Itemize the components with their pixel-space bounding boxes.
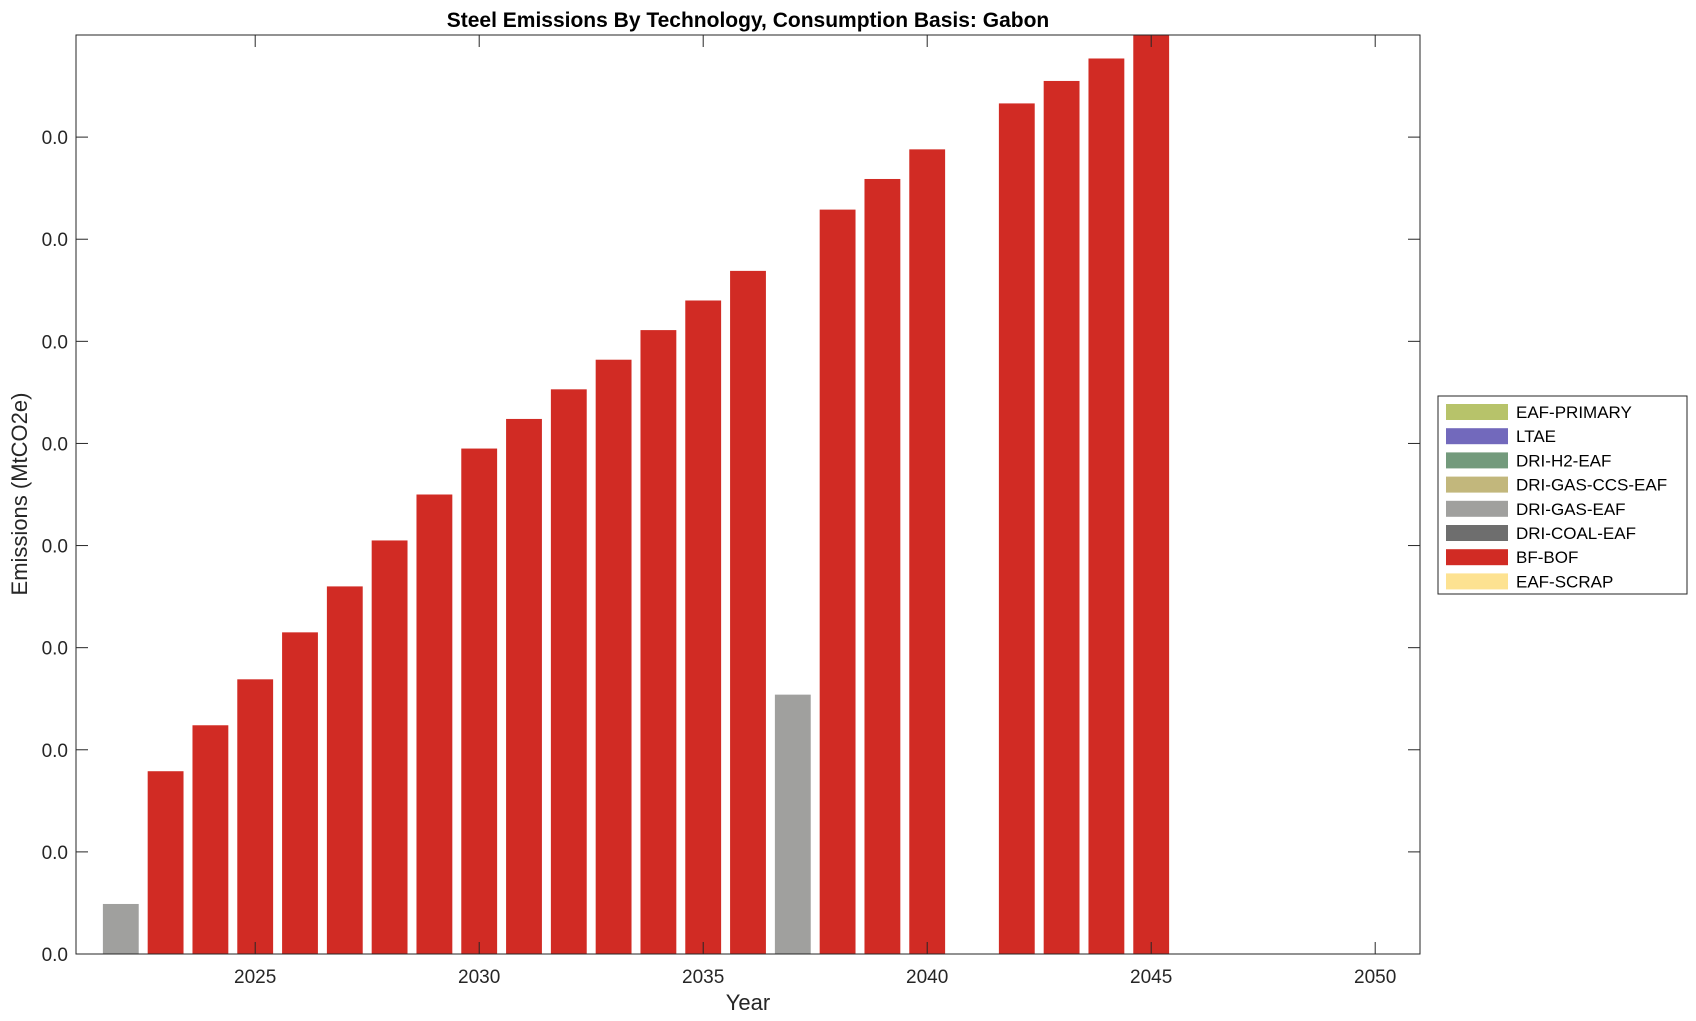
bar-bf-bof-2042	[998, 103, 1035, 954]
bar-dri-gas-eaf-2037	[774, 694, 811, 954]
x-tick-label: 2045	[1130, 967, 1172, 988]
legend-label-dri-coal-eaf: DRI-COAL-EAF	[1516, 524, 1636, 543]
bar-bf-bof-2032	[550, 389, 587, 955]
legend: EAF-PRIMARY LTAE DRI-H2-EAF DRI-GAS-CCS-EAF…	[1437, 395, 1688, 595]
bar-bf-bof-2029	[416, 494, 453, 954]
y-tick-label: 0.0	[42, 843, 68, 864]
legend-label-ltae: LTAE	[1516, 427, 1556, 446]
legend-label-bf-bof: BF-BOF	[1516, 548, 1578, 567]
y-tick-label: 0.0	[42, 332, 68, 353]
bar-bf-bof-2038	[819, 209, 856, 955]
plot-frame	[75, 34, 1421, 955]
y-axis: 0.0 0.0 0.0 0.0 0.0 0.0 0.0 0.0 0.0	[42, 128, 1420, 966]
x-axis-title: Year	[726, 990, 770, 1015]
x-tick-label: 2035	[682, 967, 724, 988]
legend-label-eaf-primary: EAF-PRIMARY	[1516, 403, 1632, 422]
legend-swatch-eaf-primary	[1446, 404, 1508, 420]
legend-label-dri-h2-eaf: DRI-H2-EAF	[1516, 451, 1611, 470]
bar-bf-bof-2035	[685, 300, 722, 954]
y-tick-label: 0.0	[42, 434, 68, 455]
legend-swatch-ltae	[1446, 428, 1508, 445]
y-axis-title: Emissions (MtCO2e)	[7, 393, 32, 596]
legend-swatch-dri-gas-eaf	[1446, 500, 1508, 517]
x-tick-label: 2050	[1354, 967, 1396, 988]
bar-bf-bof-2034	[640, 330, 677, 955]
bar-bf-bof-2023	[147, 771, 184, 954]
y-tick-label: 0.0	[42, 639, 68, 660]
bar-bf-bof-2027	[326, 586, 363, 954]
bar-bf-bof-2033	[595, 359, 632, 955]
bar-bf-bof-2031	[506, 418, 542, 954]
bar-bf-bof-2028	[371, 540, 408, 954]
bar-bf-bof-2026	[282, 632, 318, 954]
bar-bf-bof-2043	[1043, 80, 1080, 954]
legend-swatch-dri-coal-eaf	[1446, 525, 1508, 541]
y-tick-label: 0.0	[42, 945, 68, 966]
x-tick-label: 2040	[906, 967, 948, 988]
bar-bf-bof-2039	[864, 178, 901, 955]
chart-title: Steel Emissions By Technology, Consumpti…	[447, 9, 1049, 32]
bar-bf-bof-2045	[1133, 35, 1170, 954]
legend-swatch-bf-bof	[1446, 549, 1508, 566]
bars-layer	[102, 35, 1170, 955]
x-tick-label: 2030	[458, 967, 500, 988]
legend-label-eaf-scrap: EAF-SCRAP	[1516, 572, 1613, 591]
x-axis: 2025 2030 2035 2040 2045 2050	[234, 35, 1396, 988]
bar-bf-bof-2025	[237, 679, 274, 954]
bar-dri-gas-eaf-2022	[102, 903, 139, 954]
y-tick-label: 0.0	[42, 128, 68, 149]
bar-bf-bof-2044	[1088, 58, 1125, 955]
legend-swatch-eaf-scrap	[1446, 573, 1508, 590]
legend-label-dri-gas-ccs-eaf: DRI-GAS-CCS-EAF	[1516, 476, 1667, 495]
y-tick-label: 0.0	[42, 230, 68, 251]
y-tick-label: 0.0	[42, 741, 68, 762]
x-tick-label: 2025	[234, 967, 276, 988]
bar-bf-bof-2030	[461, 448, 498, 954]
legend-swatch-dri-h2-eaf	[1446, 452, 1508, 469]
y-tick-label: 0.0	[42, 537, 68, 558]
bar-bf-bof-2024	[192, 725, 229, 954]
legend-label-dri-gas-eaf: DRI-GAS-EAF	[1516, 500, 1626, 519]
legend-swatch-dri-gas-ccs-eaf	[1446, 476, 1508, 493]
bar-bf-bof-2036	[730, 270, 766, 954]
bar-bf-bof-2040	[909, 149, 946, 955]
